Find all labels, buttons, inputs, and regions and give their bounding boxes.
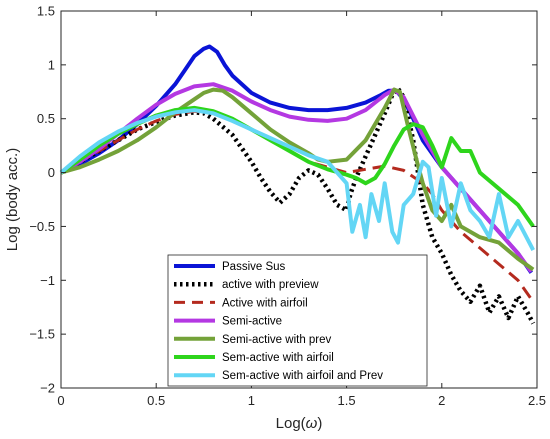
legend-label-2: Active with airfoil (222, 297, 308, 309)
legend-entry-6: Sem-active with airfoil and Prev (174, 370, 383, 382)
legend-entry-2: Active with airfoil (174, 297, 308, 309)
plot-frame (60, 10, 538, 389)
x-tick-label-2: 1 (248, 393, 255, 408)
legend: Passive Sus active with preview Active wit… (167, 254, 428, 387)
series-layer (59, 44, 536, 325)
x-axis-label: Log(ω) (276, 415, 323, 432)
legend-label-1: active with preview (222, 279, 319, 291)
y-tick-label-6: 1 (48, 57, 55, 72)
legend-label-0: Passive Sus (222, 261, 286, 273)
legend-label-4: Semi-active with prev (222, 334, 332, 346)
x-axis-label-close: ) (317, 415, 322, 432)
legend-label-3: Semi-active (222, 316, 282, 328)
series-line-2 (60, 109, 535, 303)
series-line-6 (59, 108, 535, 252)
legend-label-5: Sem-active with airfoil (222, 352, 334, 364)
legend-entry-1: active with preview (174, 279, 319, 291)
y-tick-label-3: −0.5 (29, 219, 55, 234)
y-tick-label-0: −2 (40, 381, 55, 396)
legend-entry-0: Passive Sus (174, 261, 286, 273)
x-tick-label-4: 2 (438, 393, 445, 408)
x-axis-label-symbol: ω (306, 415, 318, 432)
x-tick-label-1: 0.5 (147, 393, 165, 408)
legend-entry-3: Semi-active (174, 316, 282, 328)
y-tick-label-2: −1 (40, 273, 55, 288)
legend-items: Passive Sus active with preview Active wit… (174, 261, 383, 382)
legend-label-6: Sem-active with airfoil and Prev (222, 370, 383, 382)
y-tick-label-4: 0 (48, 165, 55, 180)
y-tick-label-1: −1.5 (29, 327, 55, 342)
legend-entry-5: Sem-active with airfoil (174, 352, 334, 364)
series-line-3 (60, 82, 533, 273)
x-tick-label-3: 1.5 (338, 393, 356, 408)
y-tick-label-7: 1.5 (37, 4, 55, 19)
y-axis-label: Log (body acc.) (4, 148, 21, 251)
x-axis-label-text: Log( (276, 415, 306, 432)
x-tick-label-5: 2.5 (528, 393, 546, 408)
legend-entry-4: Semi-active with prev (174, 334, 332, 346)
y-tick-label-5: 0.5 (37, 111, 55, 126)
x-tick-label-0: 0 (57, 393, 64, 408)
ticks-layer: 0 0.5 1 1.5 2 2.5 −2 −1.5 −1 −0.5 0 0.5 1 1.5 (29, 4, 546, 409)
